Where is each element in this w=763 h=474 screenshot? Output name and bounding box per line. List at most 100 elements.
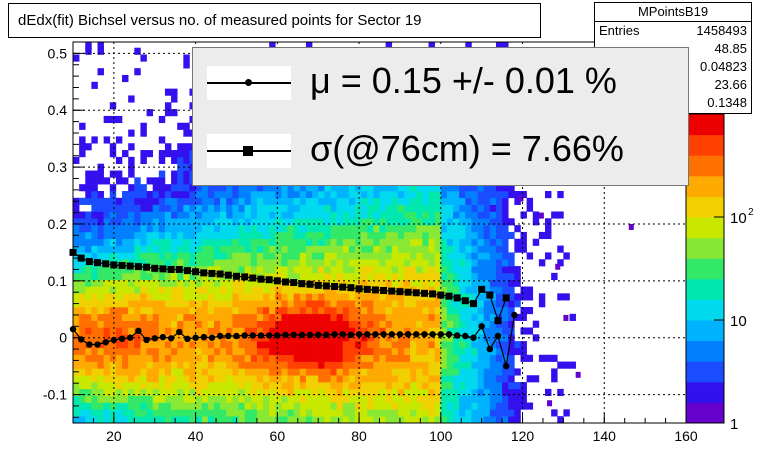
- heatmap-cell: [213, 190, 221, 199]
- heatmap-cell: [287, 225, 294, 233]
- heatmap-cell: [305, 395, 313, 403]
- heatmap-cell: [318, 416, 325, 424]
- sigma-point: [347, 284, 355, 292]
- heatmap-cell: [189, 368, 196, 376]
- heatmap-cell: [428, 231, 435, 240]
- heatmap-cell: [422, 197, 429, 205]
- heatmap-cell: [293, 218, 301, 226]
- heatmap-cell: [275, 238, 282, 246]
- heatmap-cell: [220, 320, 227, 328]
- heatmap-cell: [158, 252, 166, 260]
- heatmap-cell: [201, 190, 209, 199]
- heatmap-cell: [275, 416, 282, 424]
- heatmap-cell: [256, 197, 264, 205]
- heatmap-cell: [373, 184, 380, 192]
- legend-entry-sigma: σ(@76cm) = 7.66%: [193, 120, 688, 180]
- heatmap-cell: [379, 334, 386, 342]
- heatmap-cell: [171, 211, 178, 219]
- heatmap-cell: [404, 279, 411, 287]
- heatmap-cell: [348, 327, 356, 335]
- mean-point: [511, 311, 518, 319]
- heatmap-cell: [367, 368, 374, 376]
- heatmap-cell: [103, 136, 111, 144]
- heatmap-cell: [471, 272, 478, 280]
- y-tick-label: 0.2: [48, 216, 68, 232]
- heatmap-cell: [465, 279, 472, 287]
- heatmap-cell: [391, 197, 399, 205]
- heatmap-cell: [134, 252, 141, 260]
- heatmap-cell: [324, 211, 331, 219]
- heatmap-cell: [195, 218, 203, 226]
- heatmap-cell: [446, 197, 454, 205]
- heatmap-cell: [109, 218, 117, 226]
- heatmap-cell: [115, 313, 123, 321]
- heatmap-cell: [201, 347, 209, 356]
- heatmap-cell: [471, 341, 478, 349]
- heatmap-cell: [391, 395, 399, 403]
- heatmap-cell: [164, 279, 172, 287]
- heatmap-cell: [281, 252, 288, 260]
- heatmap-cell: [183, 54, 190, 62]
- mean-point: [118, 335, 126, 343]
- heatmap-cell: [91, 388, 98, 397]
- heatmap-cell: [526, 327, 534, 335]
- heatmap-cell: [140, 204, 147, 212]
- heatmap-cell: [146, 306, 153, 315]
- heatmap-cell: [97, 225, 104, 233]
- heatmap-cell: [220, 375, 227, 383]
- mean-point: [396, 331, 404, 338]
- heatmap-cell: [471, 211, 478, 219]
- heatmap-cell: [146, 150, 153, 158]
- heatmap-cell: [318, 238, 325, 246]
- heatmap-cell: [97, 238, 104, 246]
- heatmap-cell: [483, 388, 491, 397]
- heatmap-cell: [453, 272, 460, 280]
- heatmap-cell: [502, 252, 509, 260]
- heatmap-cell: [281, 238, 288, 246]
- heatmap-cell: [299, 354, 307, 362]
- heatmap-cell: [336, 293, 344, 301]
- heatmap-cell: [103, 197, 111, 205]
- heatmap-cell: [305, 361, 313, 369]
- heatmap-cell: [348, 416, 356, 424]
- heatmap-cell: [514, 279, 521, 287]
- heatmap-cell: [465, 225, 472, 233]
- heatmap-cell: [361, 245, 368, 253]
- heatmap-cell: [152, 279, 160, 287]
- heatmap-cell: [416, 402, 423, 410]
- heatmap-cell: [483, 272, 491, 280]
- heatmap-cell: [305, 320, 313, 328]
- heatmap-cell: [489, 327, 497, 335]
- heatmap-cell: [79, 143, 86, 151]
- heatmap-cell: [91, 170, 98, 178]
- heatmap-cell: [207, 313, 215, 321]
- heatmap-cell: [134, 272, 141, 280]
- heatmap-cell: [312, 416, 319, 424]
- heatmap-cell: [318, 347, 325, 356]
- heatmap-cell: [465, 238, 472, 246]
- heatmap-cell: [115, 327, 123, 335]
- heatmap-cell: [79, 368, 86, 376]
- heatmap-cell: [348, 252, 356, 260]
- heatmap-cell: [164, 204, 172, 212]
- heatmap-cell: [397, 225, 405, 233]
- heatmap-cell: [495, 259, 503, 267]
- heatmap-cell: [226, 354, 233, 362]
- mean-point: [200, 333, 207, 341]
- heatmap-cell: [446, 361, 454, 369]
- heatmap-cell: [238, 327, 245, 335]
- heatmap-cell: [508, 361, 515, 369]
- heatmap-cell: [434, 313, 442, 321]
- heatmap-cell: [171, 218, 178, 226]
- heatmap-cell: [446, 184, 454, 192]
- heatmap-cell: [128, 129, 135, 137]
- heatmap-cell: [489, 395, 497, 403]
- heatmap-cell: [244, 300, 252, 308]
- heatmap-cell: [164, 341, 172, 349]
- heatmap-cell: [128, 245, 135, 253]
- heatmap-cell: [520, 313, 527, 321]
- heatmap-cell: [140, 313, 147, 321]
- heatmap-cell: [410, 361, 417, 369]
- heatmap-cell: [281, 245, 288, 253]
- heatmap-cell: [453, 286, 460, 294]
